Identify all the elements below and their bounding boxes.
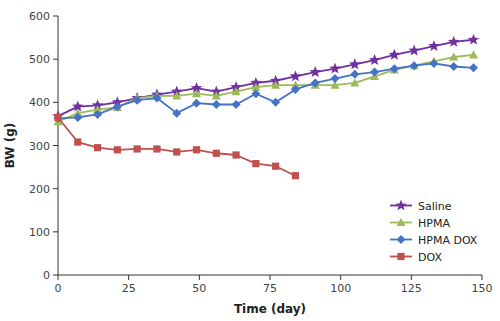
y-tick [53, 231, 58, 232]
y-tick-label: 600 [29, 10, 50, 23]
x-tick-label: 100 [330, 282, 351, 295]
data-point [389, 49, 400, 60]
series-line [58, 55, 474, 122]
data-point [350, 70, 359, 79]
x-tick-label: 125 [401, 282, 422, 295]
x-tick [340, 275, 341, 280]
x-tick [128, 275, 129, 280]
x-tick-label: 0 [55, 282, 62, 295]
data-point [73, 113, 82, 122]
data-point [93, 110, 102, 119]
legend-label: DOX [418, 251, 442, 264]
x-tick-label: 150 [472, 282, 493, 295]
y-axis-title: BW (g) [3, 123, 17, 168]
data-point [429, 59, 438, 68]
data-point [192, 99, 201, 108]
legend-swatch-marker [397, 218, 406, 226]
data-point [369, 54, 380, 65]
y-tick-label: 300 [29, 140, 50, 153]
data-point [349, 58, 360, 69]
data-point [449, 53, 458, 61]
legend-swatch-marker [397, 253, 404, 260]
data-point [410, 61, 419, 69]
data-point [370, 68, 379, 77]
x-tick [199, 275, 200, 280]
data-point [311, 78, 320, 87]
legend: Saline HPMA HPMA DOX DOX [390, 200, 478, 264]
data-point [232, 87, 241, 95]
data-point [113, 102, 122, 111]
x-tick [482, 275, 483, 280]
y-tick-label: 0 [43, 269, 50, 282]
plot-area [52, 34, 479, 180]
data-point [213, 150, 220, 157]
data-point [469, 63, 478, 72]
x-tick-label: 25 [122, 282, 136, 295]
data-point [291, 85, 300, 94]
data-point [193, 146, 200, 153]
data-point [329, 63, 340, 74]
data-point [428, 40, 439, 51]
series-line [58, 63, 474, 118]
x-tick-label: 75 [263, 282, 277, 295]
data-point [331, 74, 340, 83]
y-tick-label: 400 [29, 96, 50, 109]
data-point [113, 103, 122, 111]
data-point [449, 62, 458, 71]
y-tick [53, 102, 58, 103]
chart: 0 25 50 75 100 125 150 0 100 200 300 400 500 600 Time … [0, 0, 500, 321]
data-point [172, 109, 181, 118]
y-tick-label: 500 [29, 53, 50, 66]
y-tick-label: 200 [29, 183, 50, 196]
data-point [252, 160, 259, 167]
data-point [212, 91, 221, 99]
data-point [94, 144, 101, 151]
y-tick [53, 145, 58, 146]
data-point [292, 172, 299, 179]
series-line [58, 40, 474, 116]
data-point [448, 36, 459, 47]
data-point [350, 78, 359, 86]
legend-label: Saline [418, 200, 452, 213]
data-point [271, 81, 280, 89]
data-point [152, 94, 161, 103]
data-point [290, 70, 301, 81]
data-point [74, 138, 81, 145]
data-point [212, 100, 221, 109]
data-point [390, 64, 399, 73]
x-tick [270, 275, 271, 280]
data-point [410, 61, 419, 70]
legend-label: HPMA DOX [418, 234, 478, 247]
y-tick [53, 275, 58, 276]
data-point [232, 100, 241, 109]
x-tick [58, 275, 59, 280]
legend-swatch-marker [395, 200, 406, 211]
data-point [251, 89, 260, 98]
y-tick-label: 100 [29, 226, 50, 239]
x-tick [411, 275, 412, 280]
data-point [153, 145, 160, 152]
data-point [114, 146, 121, 153]
y-tick [53, 59, 58, 60]
data-point [133, 96, 142, 105]
data-point [54, 114, 61, 121]
data-point [468, 34, 479, 45]
y-tick [53, 16, 58, 17]
data-point [271, 98, 280, 107]
data-point [172, 91, 181, 99]
legend-label: HPMA [418, 217, 450, 230]
legend-swatch-marker [397, 235, 406, 244]
data-point [408, 45, 419, 56]
data-point [469, 50, 478, 58]
series-line [58, 117, 295, 175]
data-point [173, 148, 180, 155]
data-point [192, 89, 201, 97]
data-point [272, 163, 279, 170]
data-point [232, 151, 239, 158]
data-point [134, 145, 141, 152]
data-point [310, 66, 321, 77]
x-tick-label: 50 [192, 282, 206, 295]
y-tick [53, 188, 58, 189]
x-axis-title: Time (day) [234, 302, 306, 316]
